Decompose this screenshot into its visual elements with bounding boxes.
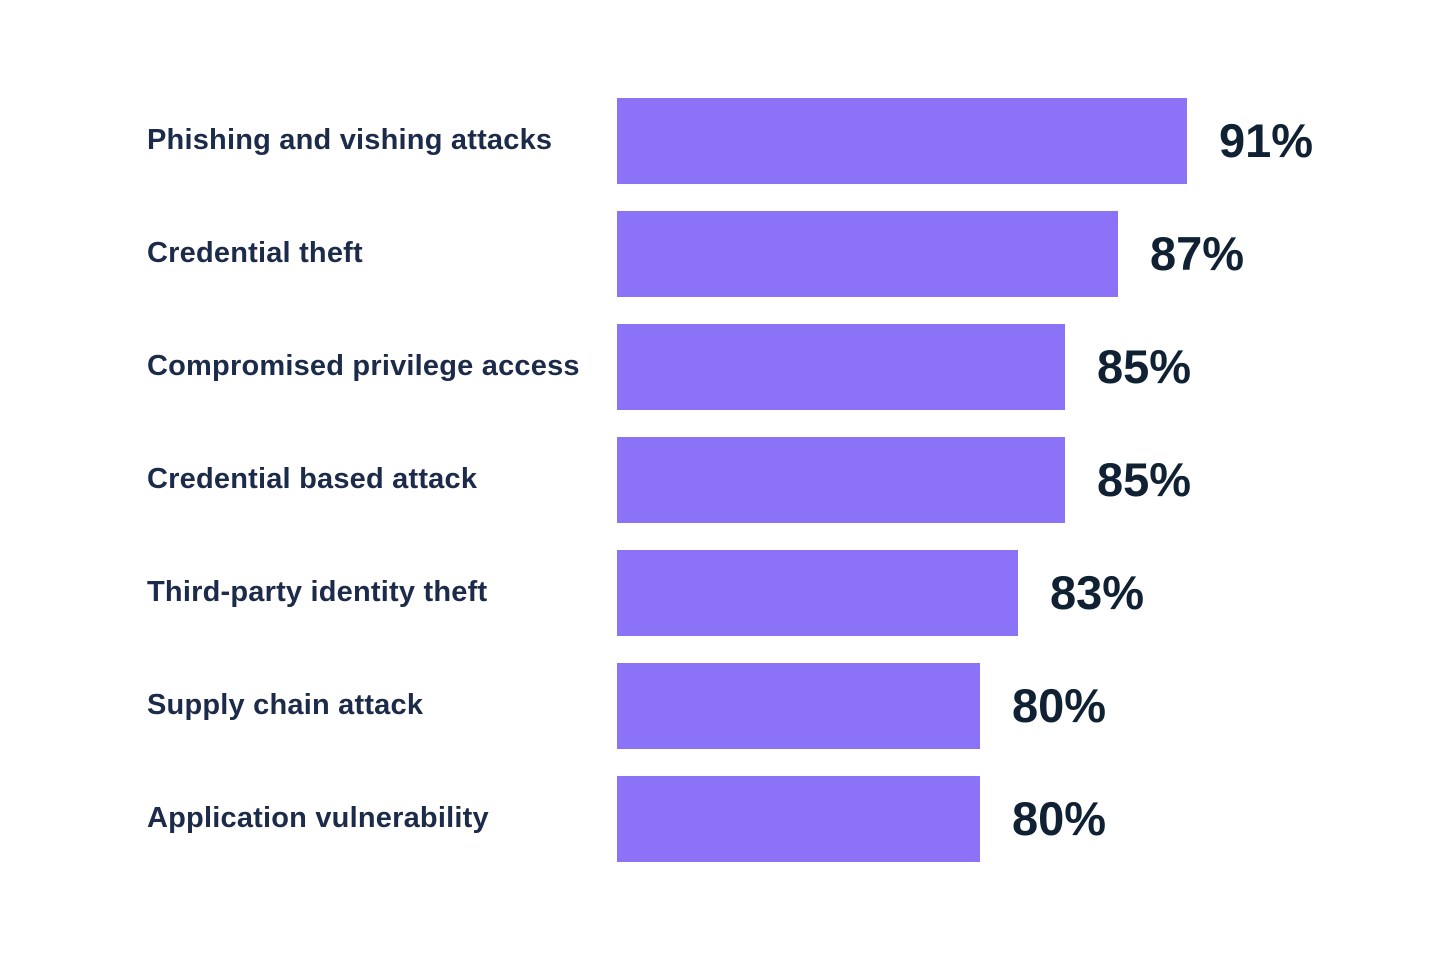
chart-row: Application vulnerability 80% <box>0 762 1440 875</box>
category-label: Phishing and vishing attacks <box>147 124 553 156</box>
value-label: 91% <box>1219 114 1314 167</box>
category-label: Compromised privilege access <box>147 350 580 382</box>
bar-area: 85% <box>617 436 1192 523</box>
bar <box>617 662 980 749</box>
value-label: 80% <box>1012 792 1107 845</box>
category-label: Supply chain attack <box>147 689 424 721</box>
value-label: 85% <box>1097 340 1192 393</box>
bar-area: 80% <box>617 775 1107 862</box>
chart-row: Supply chain attack 80% <box>0 649 1440 762</box>
category-label: Application vulnerability <box>147 802 489 834</box>
bar-area: 85% <box>617 323 1192 410</box>
chart-row: Credential based attack 85% <box>0 423 1440 536</box>
bar <box>617 436 1065 523</box>
bar <box>617 775 980 862</box>
bar-area: 91% <box>617 97 1314 184</box>
bar <box>617 97 1187 184</box>
value-label: 83% <box>1050 566 1145 619</box>
category-label: Third-party identity theft <box>147 576 488 608</box>
bar-area: 80% <box>617 662 1107 749</box>
chart-row: Third-party identity theft 83% <box>0 536 1440 649</box>
value-label: 87% <box>1150 227 1245 280</box>
category-label: Credential theft <box>147 237 363 269</box>
category-label: Credential based attack <box>147 463 478 495</box>
bar-area: 87% <box>617 210 1245 297</box>
value-label: 80% <box>1012 679 1107 732</box>
bar <box>617 323 1065 410</box>
chart-row: Compromised privilege access 85% <box>0 310 1440 423</box>
bar-area: 83% <box>617 549 1145 636</box>
value-label: 85% <box>1097 453 1192 506</box>
chart-row: Credential theft 87% <box>0 197 1440 310</box>
bar <box>617 210 1118 297</box>
bar <box>617 549 1018 636</box>
chart-row: Phishing and vishing attacks 91% <box>0 84 1440 197</box>
